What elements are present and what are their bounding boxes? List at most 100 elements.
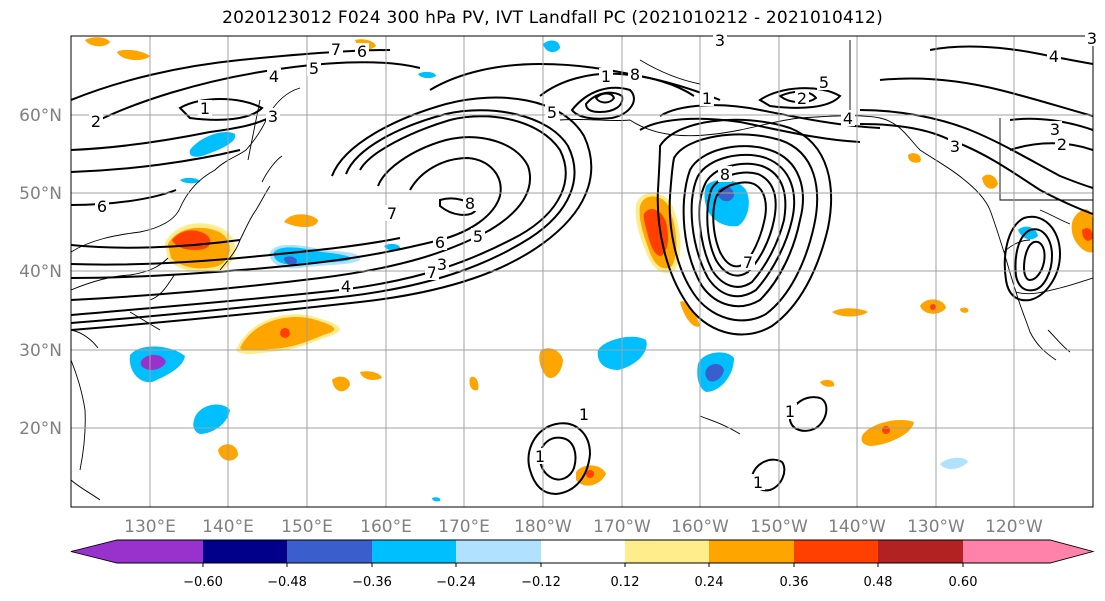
contour-label: 3: [948, 137, 962, 156]
svg-text:2: 2: [1057, 135, 1067, 154]
lon-label: 160°W: [671, 517, 729, 537]
svg-text:3: 3: [715, 31, 725, 50]
svg-text:4: 4: [269, 67, 279, 86]
pv-contour-line: [71, 136, 531, 301]
svg-text:3: 3: [437, 255, 447, 274]
colorbar-bin: [456, 540, 541, 563]
pv-contour-line: [570, 86, 635, 120]
contour-label: 8: [628, 65, 642, 84]
positive-anomaly-blob: [960, 307, 969, 313]
positive-anomaly-blob: [85, 37, 110, 47]
pv-contour-line: [71, 237, 401, 266]
svg-text:5: 5: [547, 103, 557, 122]
positive-anomaly-blob: [284, 214, 318, 228]
colorbar-tick-labels: −0.60 −0.48 −0.36 −0.24 −0.12 0.12 0.24 0.36 0.4…: [183, 563, 977, 590]
colorbar-bin: [625, 540, 709, 563]
contour-label: 6: [433, 233, 447, 252]
pv-contour-line: [71, 96, 593, 331]
pv-contour-line: [71, 49, 391, 101]
negative-anomaly-blob: [140, 354, 166, 370]
lat-lon-gridlines: [71, 36, 1093, 507]
pv-contour-line: [178, 98, 264, 121]
colorbar-tick-label: −0.36: [352, 575, 392, 590]
colorbar-tick-label: 0.36: [780, 575, 809, 590]
svg-text:8: 8: [630, 65, 640, 84]
colorbar-bin: [963, 540, 1050, 563]
svg-text:3: 3: [268, 107, 278, 126]
map-title: 2020123012 F024 300 hPa PV, IVT Landfall…: [222, 8, 883, 28]
negative-anomaly-blob: [432, 497, 441, 502]
svg-text:1: 1: [535, 447, 545, 466]
svg-text:6: 6: [435, 233, 445, 252]
colorbar-tick-label: −0.24: [436, 575, 476, 590]
negative-anomaly-blob: [193, 404, 230, 434]
colorbar-bin: [287, 540, 372, 563]
svg-text:7: 7: [387, 204, 397, 223]
lon-label: 170°E: [438, 517, 490, 537]
contour-label: 4: [267, 67, 281, 86]
contour-label: 1: [533, 447, 547, 466]
contour-label: 5: [545, 103, 559, 122]
pv-contour-line: [539, 72, 695, 97]
colorbar: [70, 539, 1095, 564]
lat-label: 40°N: [19, 262, 62, 282]
positive-anomaly-blob: [360, 371, 382, 380]
lon-label: 120°W: [985, 517, 1043, 537]
contour-label: 7: [741, 253, 755, 272]
positive-anomaly-blob: [1082, 228, 1093, 241]
pv-contours: [71, 45, 1093, 496]
lon-label: 160°E: [360, 517, 412, 537]
positive-anomaly-blob: [680, 301, 700, 327]
contour-label: 6: [95, 197, 109, 216]
contour-label: 2: [795, 89, 809, 108]
pv-contour-line: [1009, 117, 1093, 131]
svg-text:8: 8: [720, 165, 730, 184]
contour-label: 5: [817, 73, 831, 92]
svg-text:6: 6: [357, 42, 367, 61]
colorbar-tick-label: 0.24: [695, 575, 724, 590]
svg-text:1: 1: [753, 473, 763, 492]
colorbar-extend-max: [1050, 540, 1093, 563]
pv-contour-line: [682, 145, 804, 308]
colorbar-tick-label: −0.12: [521, 575, 561, 590]
colorbar-extend-min: [71, 540, 117, 563]
negative-anomaly-blob: [705, 364, 724, 382]
map-frame: [70, 35, 1094, 508]
contour-label: 1: [751, 473, 765, 492]
contour-label: 2: [1055, 135, 1069, 154]
positive-anomaly-blob: [820, 379, 835, 387]
colorbar-bin: [541, 540, 625, 563]
svg-text:4: 4: [843, 109, 853, 128]
lon-label: 150°W: [750, 517, 808, 537]
svg-text:1: 1: [579, 405, 589, 424]
svg-text:8: 8: [465, 194, 475, 213]
svg-text:4: 4: [1049, 47, 1059, 66]
contour-label: 5: [471, 227, 485, 246]
svg-text:4: 4: [341, 277, 351, 296]
contour-label: 1: [700, 89, 714, 108]
colorbar-bin: [878, 540, 963, 563]
svg-text:7: 7: [427, 263, 437, 282]
svg-text:2: 2: [797, 89, 807, 108]
pv-contour-line: [668, 133, 819, 322]
contour-label: 4: [1047, 47, 1061, 66]
contour-label: 3: [1085, 29, 1099, 48]
svg-text:5: 5: [473, 227, 483, 246]
latitude-labels: 60°N 50°N 40°N 30°N 20°N: [19, 106, 62, 439]
lat-label: 60°N: [19, 106, 62, 126]
contour-label: 5: [307, 59, 321, 78]
positive-anomaly-blob: [982, 174, 998, 189]
positive-anomaly-blob: [930, 304, 936, 310]
negative-anomaly-blob: [704, 179, 749, 227]
contour-label: 4: [841, 109, 855, 128]
ivt-anomaly-fills: [85, 37, 1093, 502]
pv-contour-line: [1003, 215, 1062, 302]
lon-label: 180°W: [514, 517, 572, 537]
colorbar-bin: [203, 540, 287, 563]
svg-text:2: 2: [91, 112, 101, 131]
colorbar-bin: [794, 540, 878, 563]
pv-contour-line: [879, 77, 1093, 117]
svg-text:1: 1: [200, 99, 210, 118]
svg-text:3: 3: [1050, 120, 1060, 139]
